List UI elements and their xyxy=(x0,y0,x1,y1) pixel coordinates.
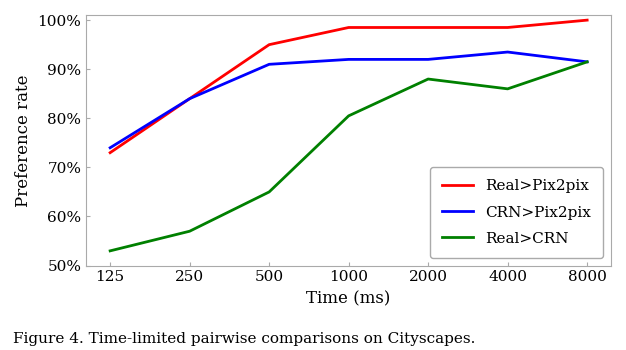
Real>CRN xyxy=(504,87,511,91)
Text: Figure 4. Time-limited pairwise comparisons on Cityscapes.: Figure 4. Time-limited pairwise comparis… xyxy=(13,332,475,346)
CRN>Pix2pix xyxy=(345,57,352,62)
Line: Real>CRN: Real>CRN xyxy=(110,62,587,251)
Real>Pix2pix xyxy=(424,26,432,30)
X-axis label: Time (ms): Time (ms) xyxy=(307,290,391,307)
Real>Pix2pix xyxy=(106,150,114,155)
Real>Pix2pix xyxy=(265,43,273,47)
Line: CRN>Pix2pix: CRN>Pix2pix xyxy=(110,52,587,148)
CRN>Pix2pix xyxy=(504,50,511,54)
Real>Pix2pix xyxy=(504,26,511,30)
CRN>Pix2pix xyxy=(424,57,432,62)
CRN>Pix2pix xyxy=(265,62,273,66)
Real>CRN xyxy=(583,60,591,64)
Legend: Real>Pix2pix, CRN>Pix2pix, Real>CRN: Real>Pix2pix, CRN>Pix2pix, Real>CRN xyxy=(430,167,603,258)
Real>Pix2pix xyxy=(186,97,193,101)
Real>Pix2pix xyxy=(583,18,591,22)
Real>Pix2pix xyxy=(345,26,352,30)
CRN>Pix2pix xyxy=(186,97,193,101)
Line: Real>Pix2pix: Real>Pix2pix xyxy=(110,20,587,153)
CRN>Pix2pix xyxy=(106,146,114,150)
Real>CRN xyxy=(265,190,273,194)
Real>CRN xyxy=(106,249,114,253)
Real>CRN xyxy=(186,229,193,233)
Y-axis label: Preference rate: Preference rate xyxy=(15,74,32,206)
Real>CRN xyxy=(345,114,352,118)
CRN>Pix2pix xyxy=(583,60,591,64)
Real>CRN xyxy=(424,77,432,81)
